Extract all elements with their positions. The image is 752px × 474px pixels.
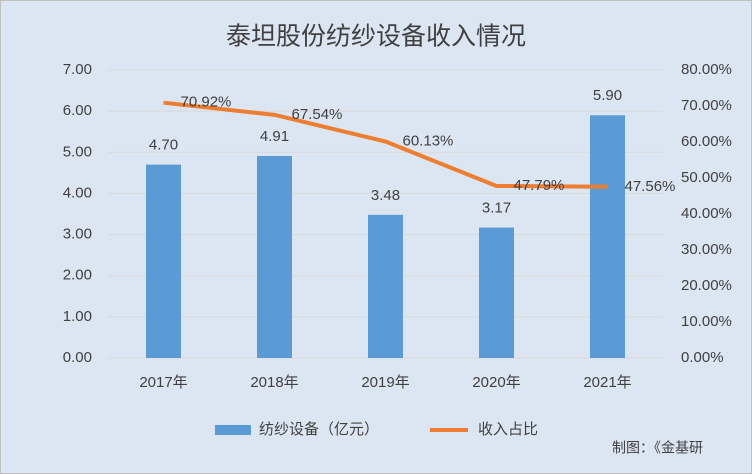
line-value-label: 47.56% [625,178,676,195]
y-tick-label: 1.00 [63,308,92,325]
bar [479,227,514,358]
line-value-label: 70.92% [181,94,232,111]
bar [590,115,625,358]
bar [146,164,181,358]
y2-tick-label: 70.00% [681,97,732,114]
y-tick-label: 5.00 [63,143,92,160]
line-value-label: 67.54% [292,106,343,123]
line-value-label: 47.79% [514,177,565,194]
line [163,100,608,189]
y-tick-label: 0.00 [63,349,92,366]
bar-value-label: 4.70 [149,137,178,154]
bar-value-label: 3.17 [482,200,511,217]
y-tick-label: 4.00 [63,184,92,201]
y2-tick-label: 0.00% [681,349,724,366]
chart-title: 泰坦股份纺纱设备收入情况 [226,23,526,51]
x-tick-label: 2018年 [250,374,298,391]
bar [368,214,403,358]
bar-value-label: 4.91 [260,128,289,145]
source-note: 制图：《金基研 [612,440,703,456]
y-tick-label: 3.00 [63,226,92,243]
y2-tick-label: 20.00% [681,277,732,294]
y2-tick-label: 60.00% [681,133,732,150]
legend-label: 纺纱设备（亿元） [259,421,379,438]
y2-tick-label: 50.00% [681,169,732,186]
x-tick-label: 2020年 [472,374,520,391]
bar [257,155,292,358]
y2-tick-label: 80.00% [681,61,732,78]
bar-value-label: 5.90 [593,87,622,104]
x-tick-label: 2019年 [361,374,409,391]
y2-tick-label: 10.00% [681,313,732,330]
y-tick-label: 6.00 [63,102,92,119]
legend-swatch [215,425,251,435]
x-tick-label: 2021年 [583,374,631,391]
y2-tick-label: 30.00% [681,241,732,258]
y-tick-label: 7.00 [63,61,92,78]
line-value-label: 60.13% [403,133,454,150]
legend-label: 收入占比 [478,421,538,438]
y-tick-label: 2.00 [63,267,92,284]
bar-value-label: 3.48 [371,187,400,204]
y2-tick-label: 40.00% [681,205,732,222]
x-tick-label: 2017年 [139,374,187,391]
